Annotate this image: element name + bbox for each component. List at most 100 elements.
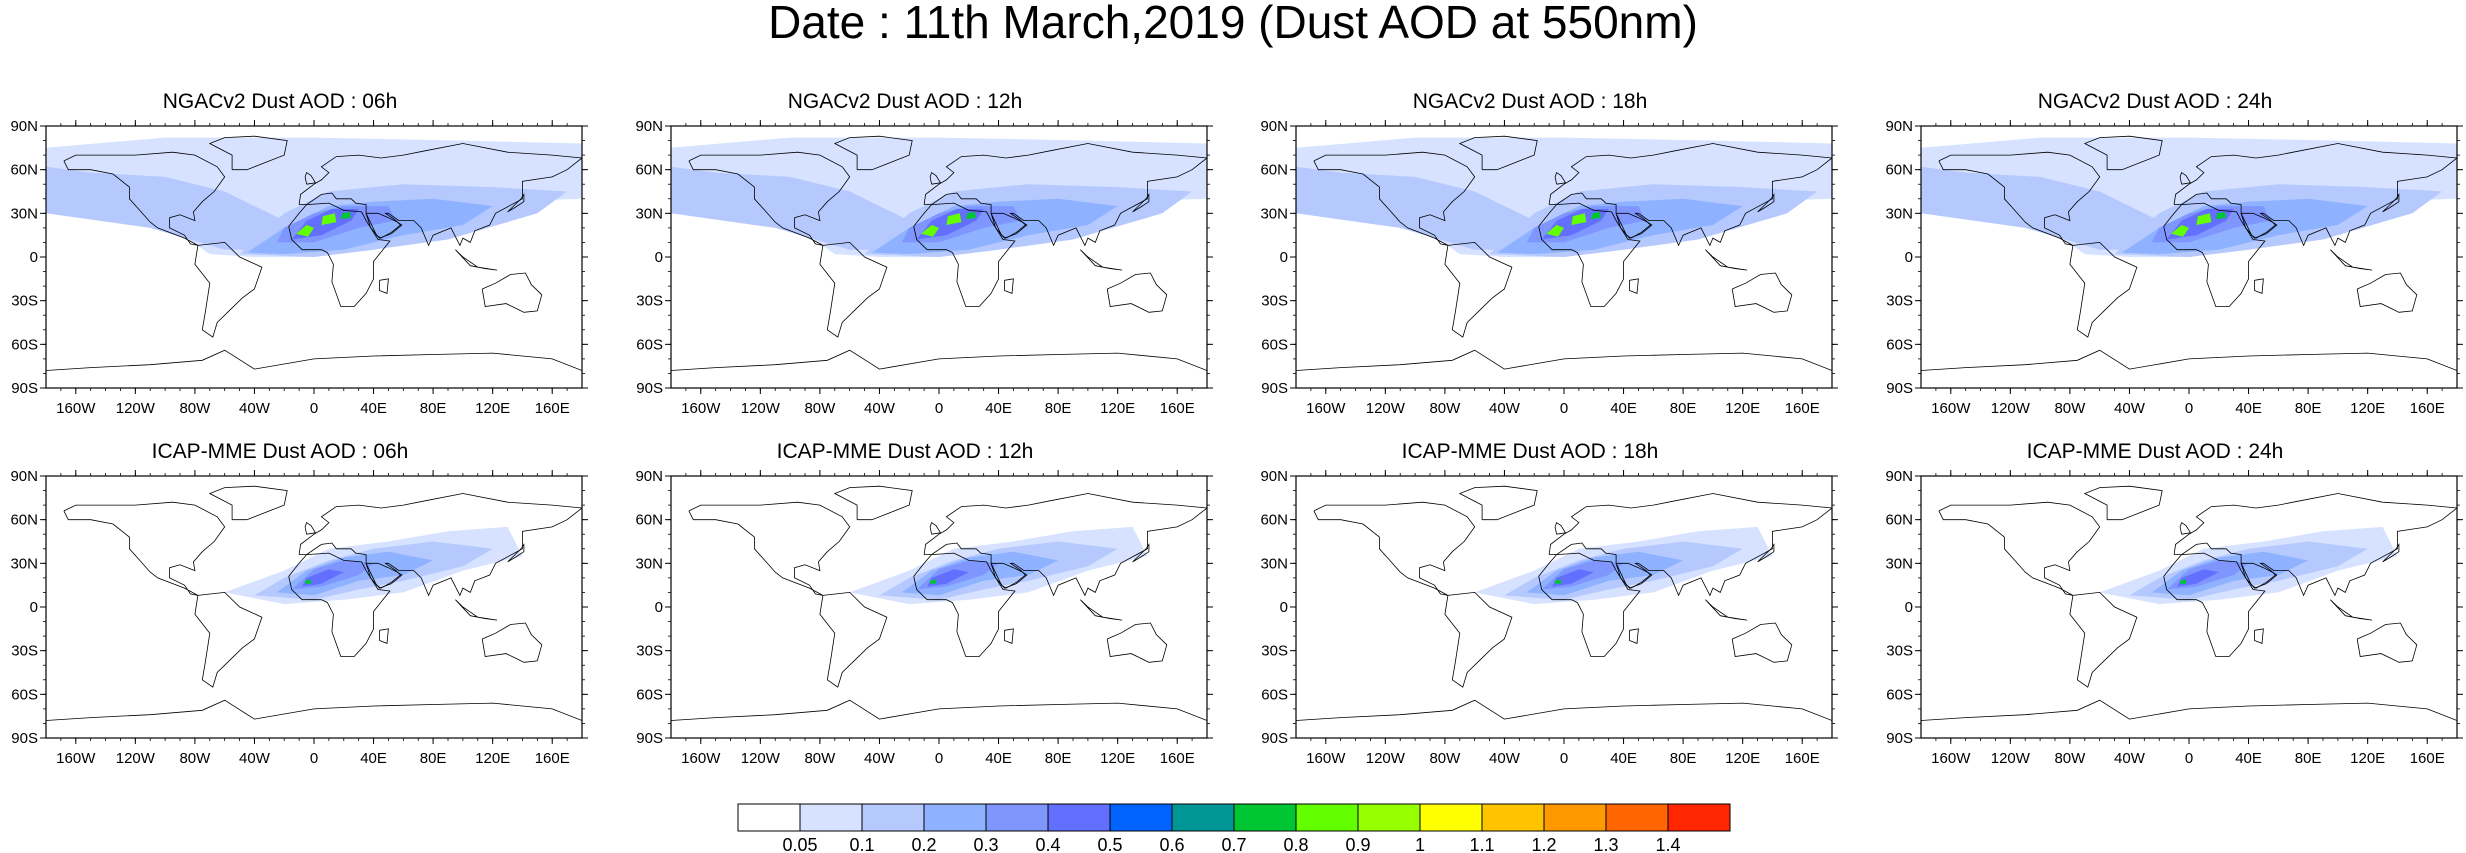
latitude-tick-label: 60S: [1886, 686, 1913, 703]
longitude-tick-label: 40W: [239, 750, 271, 767]
coastline: [1554, 171, 1567, 185]
latitude-tick-label: 90S: [636, 380, 663, 397]
map-plot: 90N 60N 30N 0 30S 60S 90S 160W 120W 80W 40W 0 40E 80E…: [1260, 118, 1838, 417]
panel-title: NGACv2 Dust AOD : 12h: [787, 90, 1023, 113]
latitude-tick-label: 90N: [635, 118, 663, 135]
coastline: [1731, 622, 1793, 663]
longitude-tick-label: 160E: [1785, 750, 1820, 767]
colorbar-label: 0.5: [1097, 835, 1122, 853]
coastline: [1757, 543, 1775, 563]
panel-title: ICAP-MME Dust AOD : 24h: [2026, 440, 2284, 463]
longitude-tick-label: 120W: [116, 750, 156, 767]
aod-shading: [2177, 569, 2219, 587]
coastline: [1132, 543, 1150, 563]
latitude-tick-label: 30S: [1886, 293, 1913, 310]
map-frame: [1920, 475, 2458, 739]
latitude-tick-label: 30S: [11, 643, 38, 660]
latitude-tick-label: 60S: [636, 686, 663, 703]
aod-shading: [2196, 213, 2212, 225]
coastline: [923, 493, 1207, 597]
coastline: [913, 202, 1016, 307]
panel-title: ICAP-MME Dust AOD : 06h: [151, 440, 409, 463]
coastline: [819, 591, 888, 688]
longitude-tick-label: 0: [1560, 750, 1568, 767]
aod-shading: [1546, 225, 1564, 237]
longitude-tick-label: 120E: [2350, 750, 2385, 767]
colorbar-swatch: [985, 803, 1049, 832]
longitude-tick-label: 0: [935, 750, 943, 767]
longitude-tick-label: 80W: [179, 750, 211, 767]
colorbar-label: 1: [1415, 835, 1425, 853]
longitude-tick-label: 40W: [1489, 400, 1521, 417]
aod-shading: [305, 579, 311, 584]
longitude-tick-label: 120E: [1100, 400, 1135, 417]
latitude-tick-label: 30S: [636, 643, 663, 660]
map-plot: 90N 60N 30N 0 30S 60S 90S 160W 120W 80W 40W 0 40E 80E…: [1885, 468, 2463, 767]
longitude-tick-label: 120W: [1991, 750, 2031, 767]
latitude-tick-label: 60N: [10, 162, 38, 179]
latitude-tick-label: 30S: [636, 293, 663, 310]
coastline: [2173, 493, 2457, 597]
coastline: [1132, 193, 1150, 213]
colorbar-swatch: [1605, 803, 1669, 832]
coastline: [304, 171, 317, 185]
longitude-tick-label: 120E: [1725, 750, 1760, 767]
colorbar-label: 0.6: [1159, 835, 1184, 853]
colorbar-label: 0.1: [849, 835, 874, 853]
longitude-tick-label: 160E: [1785, 400, 1820, 417]
coastline: [379, 628, 389, 644]
longitude-tick-label: 40W: [864, 750, 896, 767]
latitude-tick-label: 90S: [636, 730, 663, 747]
longitude-tick-label: 40E: [985, 750, 1012, 767]
longitude-tick-label: 80E: [420, 400, 447, 417]
longitude-tick-label: 80W: [1429, 750, 1461, 767]
longitude-tick-label: 40E: [1610, 750, 1637, 767]
longitude-tick-label: 160W: [1931, 400, 1971, 417]
latitude-tick-label: 60S: [636, 336, 663, 353]
latitude-tick-label: 30N: [10, 555, 38, 572]
longitude-tick-label: 120W: [116, 400, 156, 417]
coastline: [1538, 552, 1641, 657]
latitude-tick-label: 60S: [1886, 336, 1913, 353]
colorbar-swatch: [1171, 803, 1235, 832]
longitude-tick-label: 120W: [1366, 400, 1406, 417]
coastline: [1921, 349, 2457, 371]
aod-shading: [965, 211, 977, 220]
aod-shading: [2171, 225, 2189, 237]
latitude-tick-label: 30N: [1260, 205, 1288, 222]
latitude-tick-label: 30S: [1261, 293, 1288, 310]
panel-title: NGACv2 Dust AOD : 18h: [1412, 90, 1648, 113]
coastline: [379, 278, 389, 294]
coastline: [1548, 143, 1832, 247]
latitude-tick-label: 0: [655, 249, 663, 266]
coastline: [2240, 212, 2278, 239]
map-plot: 90N 60N 30N 0 30S 60S 90S 160W 120W 80W 40W 0 40E 80E…: [10, 468, 588, 767]
latitude-tick-label: 60N: [635, 512, 663, 529]
coastline: [2382, 193, 2400, 213]
coastline: [1705, 599, 1748, 621]
coastline: [1458, 135, 1538, 171]
aod-shading: [2180, 579, 2186, 584]
coastline: [2254, 628, 2264, 644]
latitude-tick-label: 0: [655, 599, 663, 616]
coastline: [1615, 212, 1653, 239]
latitude-tick-label: 90N: [1260, 118, 1288, 135]
longitude-tick-label: 120W: [741, 750, 781, 767]
aod-shading: [1552, 569, 1594, 587]
latitude-tick-label: 90S: [1886, 380, 1913, 397]
latitude-tick-label: 90N: [1885, 118, 1913, 135]
panel-title: NGACv2 Dust AOD : 06h: [162, 90, 398, 113]
longitude-tick-label: 80E: [420, 750, 447, 767]
coastline: [2083, 485, 2163, 521]
coastline: [2356, 622, 2418, 663]
colorbar-label: 0.9: [1345, 835, 1370, 853]
longitude-tick-label: 80W: [2054, 750, 2086, 767]
longitude-tick-label: 160E: [535, 750, 570, 767]
colorbar-swatch: [1481, 803, 1545, 832]
latitude-tick-label: 30N: [635, 555, 663, 572]
coastline: [455, 599, 498, 621]
map-panel: NGACv2 Dust AOD : 12h 90N 60N 30N 0 30S 60S 90S…: [625, 90, 1213, 417]
latitude-tick-label: 60S: [1261, 686, 1288, 703]
coastline: [923, 143, 1207, 247]
aod-shading: [1555, 579, 1561, 584]
